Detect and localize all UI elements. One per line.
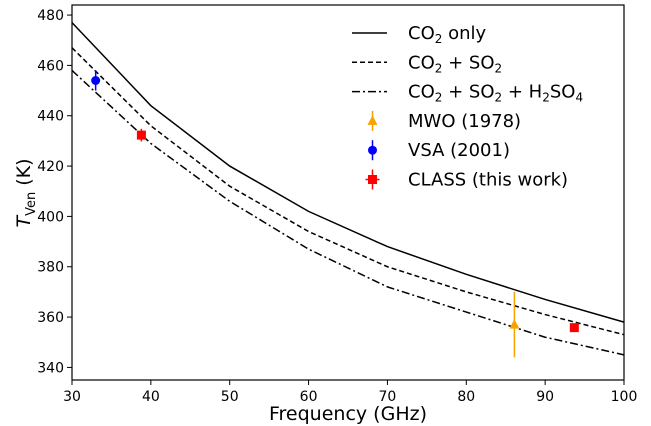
legend-label-part: CO — [408, 23, 435, 44]
series-line-0 — [71, 22, 625, 323]
data-point-3 — [569, 323, 579, 333]
series-line-1 — [71, 47, 625, 336]
x-tick-label: 100 — [611, 389, 638, 405]
plot-area — [72, 5, 624, 380]
series-layer — [71, 22, 625, 356]
legend-label-part: 2 — [435, 32, 443, 46]
y-tick-label: 380 — [37, 260, 64, 276]
legend-label-part: 2 — [542, 91, 550, 105]
y-tick-label: 360 — [37, 310, 64, 326]
legend-marker — [368, 145, 377, 155]
legend-label-point: CLASS (this work) — [408, 170, 568, 191]
points-layer — [91, 70, 579, 358]
y-axis-subscript: Ven — [24, 192, 39, 216]
legend-label-part: 2 — [435, 91, 443, 105]
y-tick-label: 420 — [37, 159, 64, 175]
legend-label-1: CO2 + SO2 — [408, 52, 502, 75]
x-tick-label: 30 — [63, 389, 81, 405]
plot-frame — [71, 4, 625, 381]
legend-label-2: CO2 + SO2 + H2SO4 — [408, 82, 583, 105]
legend-marker — [367, 115, 378, 125]
legend-label-part: CO — [408, 82, 435, 103]
y-tick-label: 460 — [37, 58, 64, 74]
data-point-0 — [509, 319, 520, 329]
legend-label-part: + SO — [442, 52, 494, 73]
legend-label-part: only — [442, 23, 486, 44]
legend-label-part: CO — [408, 52, 435, 73]
series-line-2 — [71, 69, 625, 356]
x-axis-title: Frequency (GHz) — [269, 403, 427, 425]
x-tick-label: 60 — [300, 389, 318, 405]
legend-label-part: 2 — [495, 91, 503, 105]
x-tick-label: 90 — [536, 389, 554, 405]
legend-label-part: + SO — [442, 82, 494, 103]
x-tick-label: 50 — [221, 389, 239, 405]
legend-marker — [368, 175, 377, 184]
legend-label-part: 4 — [575, 91, 583, 105]
y-axis-title: TVen (K) — [13, 158, 39, 227]
legend-label-point: MWO (1978) — [408, 111, 521, 132]
data-point-1 — [91, 76, 101, 86]
legend-label-part: 2 — [435, 61, 443, 75]
y-axis-symbol: T — [13, 215, 35, 228]
y-tick-label: 440 — [37, 109, 64, 125]
y-tick-label: 400 — [37, 209, 64, 225]
y-axis-unit: (K) — [13, 158, 35, 191]
x-tick-label: 80 — [457, 389, 475, 405]
legend-label-part: 2 — [495, 61, 503, 75]
legend-label-0: CO2 only — [408, 23, 487, 46]
y-tick-label: 480 — [37, 8, 64, 24]
y-tick-label: 340 — [37, 360, 64, 376]
x-tick-label: 70 — [379, 389, 397, 405]
legend-label-point: VSA (2001) — [408, 140, 510, 161]
legend-label-part: + H — [502, 82, 542, 103]
ticks: 30 40 50 60 70 80 90 100 340 360 380 400 420 440 460 48… — [37, 8, 637, 405]
x-tick-label: 40 — [142, 389, 160, 405]
legend-label-part: SO — [550, 82, 576, 103]
data-point-2 — [136, 130, 146, 140]
